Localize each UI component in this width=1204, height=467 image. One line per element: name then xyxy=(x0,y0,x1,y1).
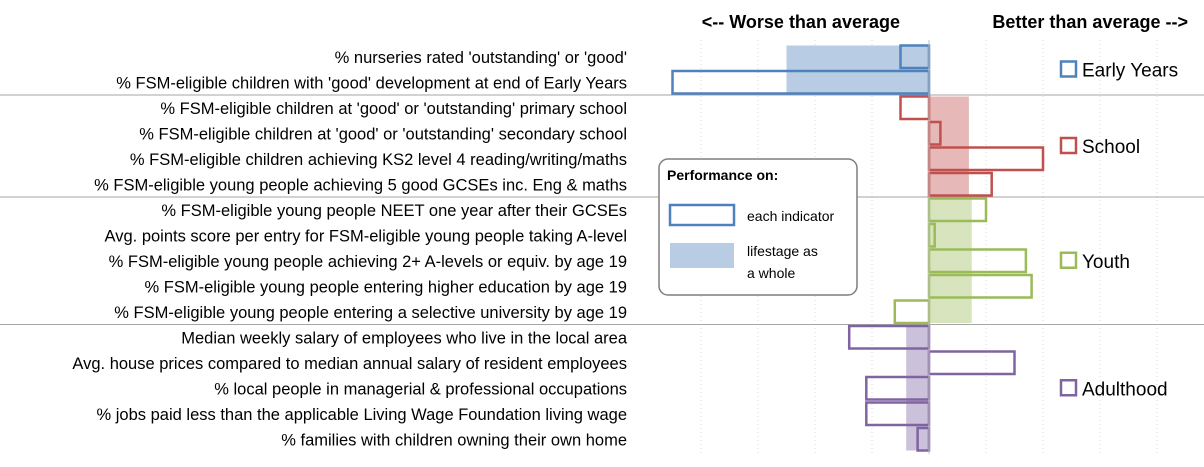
indicator-label: Avg. house prices compared to median ann… xyxy=(72,355,627,373)
indicator-label: % nurseries rated 'outstanding' or 'good… xyxy=(335,49,627,67)
indicator-label: Median weekly salary of employees who li… xyxy=(181,329,628,347)
header-better: Better than average --> xyxy=(992,12,1188,32)
group-name: School xyxy=(1082,137,1140,158)
indicator-label: % FSM-eligible young people entering a s… xyxy=(114,304,627,322)
header-worse: <-- Worse than average xyxy=(702,12,900,32)
performance-legend: Performance on: each indicator lifestage… xyxy=(658,158,858,296)
gridlines xyxy=(700,40,1158,454)
lifestage-bar xyxy=(929,96,969,196)
indicator-label: % jobs paid less than the applicable Liv… xyxy=(97,406,627,424)
lifestage-bar xyxy=(929,198,972,323)
group-swatch xyxy=(1059,379,1078,397)
indicator-label: % FSM-eligible children achieving KS2 le… xyxy=(130,151,627,169)
indicator-label: % FSM-eligible children at 'good' or 'ou… xyxy=(160,100,627,118)
group-name: Adulthood xyxy=(1082,379,1168,400)
legend-filled-swatch xyxy=(670,243,734,268)
indicator-label: % FSM-eligible young people NEET one yea… xyxy=(161,202,627,220)
indicator-bar xyxy=(927,350,1016,376)
legend-outline-swatch xyxy=(668,203,736,227)
group-legend: Early Years School Youth Adulthood xyxy=(1059,60,1178,400)
indicator-label: % local people in managerial & professio… xyxy=(214,380,627,398)
lifestage-bar xyxy=(906,326,929,451)
legend-filled-label-line1: lifestage as xyxy=(747,243,818,259)
legend-filled-label-line2: a whole xyxy=(747,265,795,281)
indicator-label: % FSM-eligible young people entering hig… xyxy=(145,278,628,296)
indicator-bar xyxy=(899,95,931,121)
group-name: Early Years xyxy=(1082,61,1178,82)
indicator-label: % families with children owning their ow… xyxy=(281,431,627,449)
indicator-label: % FSM-eligible children with 'good' deve… xyxy=(116,74,627,92)
indicator-label: Avg. points score per entry for FSM-elig… xyxy=(105,227,627,245)
indicator-label: % FSM-eligible young people achieving 2+… xyxy=(109,253,627,271)
indicator-bar xyxy=(893,299,931,325)
group-name: Youth xyxy=(1082,252,1130,273)
indicator-label: % FSM-eligible young people achieving 5 … xyxy=(94,176,627,194)
legend-title: Performance on: xyxy=(667,167,778,183)
group-swatch xyxy=(1059,251,1078,269)
legend-outline-label: each indicator xyxy=(747,208,835,224)
lifestage-bars xyxy=(786,45,972,451)
group-swatch xyxy=(1059,60,1078,78)
indicator-labels: % nurseries rated 'outstanding' or 'good… xyxy=(72,49,627,450)
lifestage-bar xyxy=(786,45,929,94)
group-swatch xyxy=(1059,136,1078,155)
separators xyxy=(0,94,1204,325)
indicator-label: % FSM-eligible children at 'good' or 'ou… xyxy=(139,125,627,143)
